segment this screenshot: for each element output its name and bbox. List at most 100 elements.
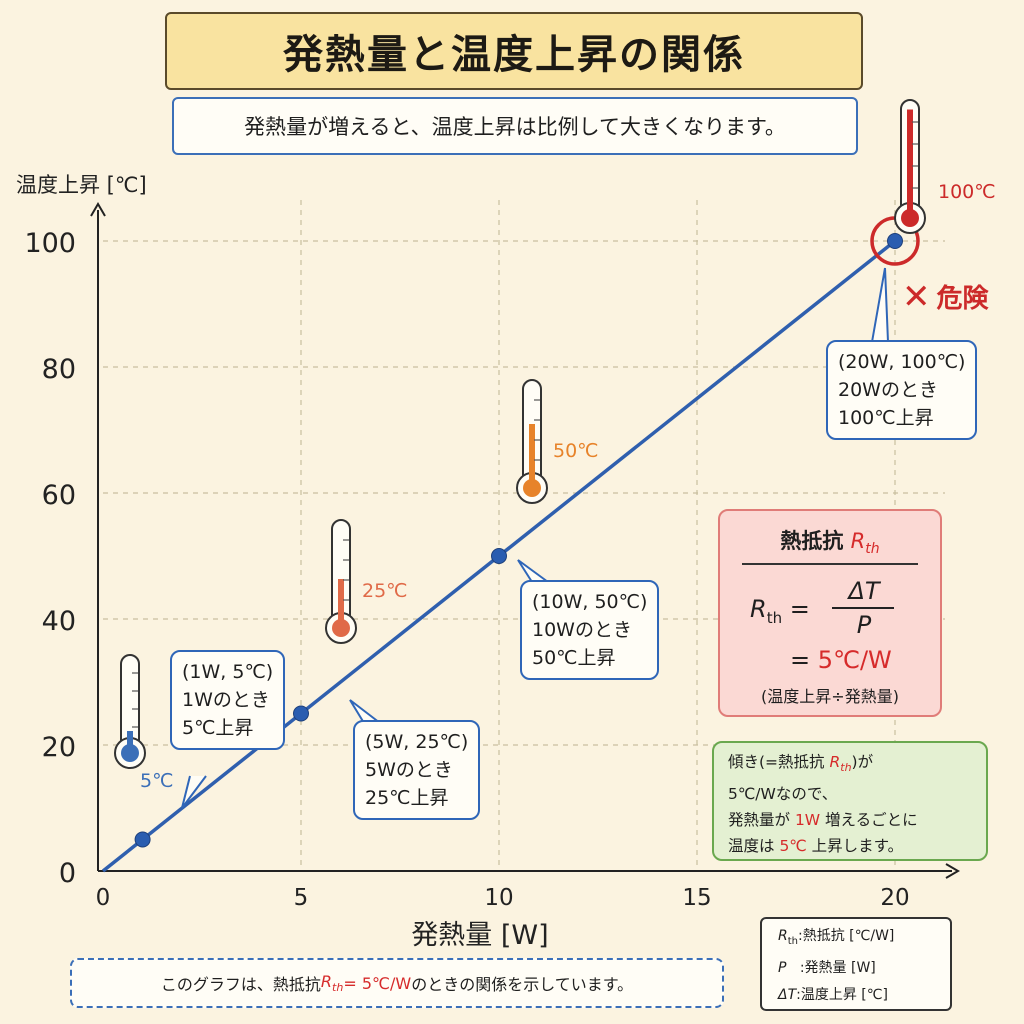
data-point (293, 705, 309, 722)
callout-5w: (5W, 25℃) 5Wのとき 25℃上昇 (353, 720, 481, 820)
thermometer-bulb-fill (901, 209, 919, 227)
y-tick-label: 40 (42, 606, 76, 637)
thermometer-bulb-fill (523, 479, 541, 497)
callout-text: 10Wのとき (532, 619, 632, 641)
footer-text: このグラフは、熱抵抗 (160, 975, 321, 994)
y-tick-label: 0 (59, 858, 76, 889)
slope-symbol: R (829, 753, 841, 771)
legend-symbol: P (778, 959, 787, 976)
callout-pointers (181, 267, 889, 809)
thermometer-level (907, 109, 913, 214)
axes (90, 202, 960, 879)
formula-heading: 熱抵抗 Rth (720, 525, 940, 557)
thermometer-icon (325, 519, 357, 644)
formula-result: = 5℃/W (790, 646, 892, 674)
callout-pointer (349, 699, 381, 724)
legend-text: :熱抵抗 [℃/W] (798, 928, 895, 944)
thermometer-level (127, 731, 133, 749)
y-tick-label: 100 (24, 228, 76, 259)
slope-line-1: 傾き(=熱抵抗 Rth)が (728, 749, 986, 781)
callout-1w: (1W, 5℃) 1Wのとき 5℃上昇 (170, 650, 286, 750)
formula-denominator: P (856, 611, 872, 639)
slope-symbol-subscript: th (840, 761, 852, 775)
callout-text: 5℃上昇 (182, 717, 254, 739)
x-axis-label: 発熱量 [W] (411, 920, 548, 951)
y-tick-label: 80 (42, 354, 76, 385)
y-axis-arrow (90, 202, 106, 217)
footer-symbol-subscript: th (332, 981, 344, 995)
temp-label-100: 100℃ (938, 181, 996, 203)
thermometer-bulb-fill (121, 744, 139, 762)
data-point (134, 831, 151, 848)
slope-explanation: 傾き(=熱抵抗 Rth)が 5℃/Wなので、 発熱量が 1W 増えるごとに 温度… (712, 741, 988, 861)
x-axis-arrow (945, 863, 960, 879)
slope-text: 傾き(=熱抵抗 (728, 753, 830, 771)
thermometer-bulb-fill (332, 619, 350, 637)
callout-coord: (20W, 100℃) (838, 351, 966, 373)
callout-text: 50℃上昇 (532, 647, 616, 669)
footer-symbol: R (320, 971, 333, 991)
thermometer-icon (894, 99, 926, 234)
slope-text: 温度は (728, 837, 780, 856)
fraction-bar (832, 607, 894, 609)
thermometer-icon (516, 379, 548, 504)
danger-label: 危険 (936, 284, 989, 314)
legend-symbol: ΔT (778, 986, 797, 1003)
legend-symbol: R (778, 928, 788, 944)
y-tick-label: 20 (42, 732, 76, 763)
callout-10w: (10W, 50℃) 10Wのとき 50℃上昇 (520, 580, 660, 680)
formula-result-value: 5℃/W (817, 646, 892, 674)
slope-text: 上昇します。 (806, 837, 904, 856)
formula-box: 熱抵抗 Rth Rth = ΔT P = 5℃/W (温度上昇÷発熱量) (718, 509, 942, 717)
callout-coord: (10W, 50℃) (532, 591, 648, 613)
temp-label-50: 50℃ (553, 440, 599, 462)
formula-lhs-symbol: R (750, 595, 767, 623)
footer-note: このグラフは、熱抵抗 Rth = 5℃/W のときの関係を示しています。 (70, 958, 724, 1008)
formula-lhs: Rth = (750, 595, 810, 627)
slope-text: 増えるごとに (820, 811, 918, 830)
callout-coord: (5W, 25℃) (365, 731, 469, 753)
axis-labels: 温度上昇 [℃] 発熱量 [W] (16, 173, 549, 951)
data-point (491, 548, 507, 564)
y-tick-label: 60 (42, 480, 76, 511)
slope-line-4: 温度は 5℃ 上昇します。 (728, 833, 986, 859)
formula-result-equals: = (790, 646, 811, 674)
cross-icon: ✕ (902, 276, 931, 317)
callout-text: 25℃上昇 (365, 787, 449, 809)
thermometers (114, 99, 926, 769)
thermometer-level (529, 424, 535, 484)
x-tick-label: 20 (880, 885, 909, 911)
subtitle: 発熱量が増えると、温度上昇は比例して大きくなります。 (172, 97, 858, 155)
slope-line-3: 発熱量が 1W 増えるごとに (728, 807, 986, 833)
formula-note: (温度上昇÷発熱量) (761, 687, 899, 706)
y-axis-label: 温度上昇 [℃] (16, 173, 147, 197)
formula-heading-text: 熱抵抗 (780, 529, 844, 553)
thermometer-icon (114, 654, 146, 769)
tick-labels: 0 20 40 60 80 100 0 5 10 15 20 (24, 228, 909, 911)
x-tick-label: 0 (96, 885, 111, 911)
data-point (887, 233, 903, 249)
callout-20w: (20W, 100℃) 20Wのとき 100℃上昇 (826, 340, 978, 440)
formula-divider (742, 563, 918, 565)
formula-numerator: ΔT (848, 577, 880, 605)
temp-label-25: 25℃ (362, 580, 408, 602)
slope-highlight: 5℃ (779, 837, 807, 856)
legend-item: ΔT:温度上昇 [℃] (778, 982, 950, 1009)
callout-coord: (1W, 5℃) (182, 661, 274, 683)
formula-heading-symbol: R (850, 529, 866, 553)
formula-heading-subscript: th (865, 541, 880, 558)
footer-value: = 5℃/W (343, 973, 412, 993)
callout-text: 20Wのとき (838, 379, 938, 401)
slope-highlight: 1W (794, 811, 821, 830)
callout-pointer (871, 267, 889, 343)
legend-text: :温度上昇 [℃] (796, 986, 888, 1003)
page-title: 発熱量と温度上昇の関係 (165, 12, 863, 90)
callout-text: 100℃上昇 (838, 407, 934, 429)
legend-text: :発熱量 [W] (799, 959, 876, 976)
slope-line-2: 5℃/Wなので、 (728, 785, 838, 804)
formula-equals: = (789, 595, 810, 623)
x-tick-label: 10 (484, 885, 513, 911)
legend-symbol-subscript: th (787, 935, 798, 947)
callout-text: 1Wのとき (182, 689, 270, 711)
